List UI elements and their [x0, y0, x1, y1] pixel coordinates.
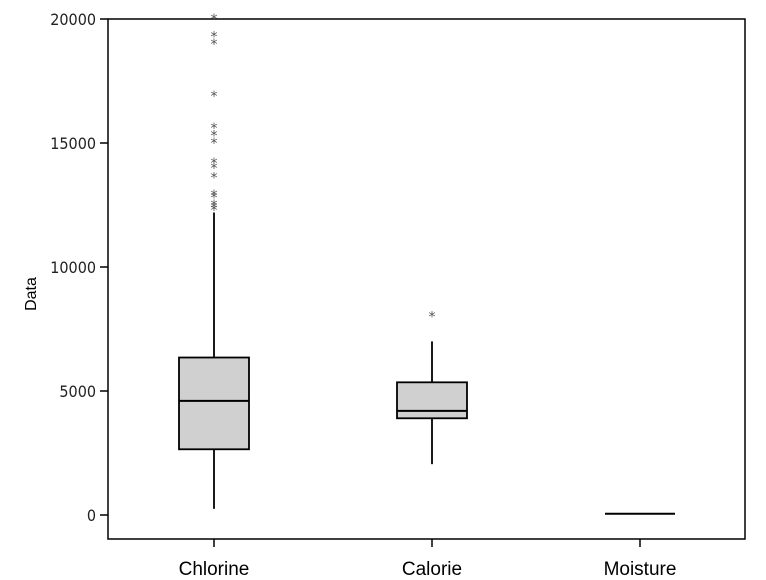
outlier-point: *: [211, 203, 218, 219]
x-tick-label-moisture: Moisture: [604, 559, 677, 580]
outlier-point: *: [211, 171, 218, 187]
x-tick-label-chlorine: Chlorine: [179, 559, 250, 580]
plot-frame: [107, 18, 746, 540]
outlier-point: *: [211, 136, 218, 152]
box-chlorine: ***************: [178, 12, 250, 509]
outlier-point: *: [211, 121, 218, 137]
y-tick-label: 10000: [50, 258, 96, 277]
iqr-box: [396, 381, 468, 420]
y-tick-label: 20000: [50, 10, 96, 29]
x-tick-label-calorie: Calorie: [402, 559, 462, 580]
outlier-point: *: [211, 12, 218, 28]
outlier-point: *: [211, 161, 218, 177]
y-tick-label: 0: [87, 506, 96, 525]
y-axis-title: Data: [23, 277, 40, 311]
outlier-point: *: [211, 198, 218, 214]
outlier-point: *: [211, 188, 218, 204]
iqr-box: [178, 356, 250, 451]
y-axis: 0 5000 10000 15000 20000: [50, 10, 108, 525]
outlier-point: *: [429, 310, 436, 326]
boxes-layer: ****************: [178, 12, 675, 515]
outlier-point: *: [211, 89, 218, 105]
x-axis: Chlorine Calorie Moisture: [179, 539, 677, 580]
outlier-point: *: [211, 29, 218, 45]
outlier-point: *: [211, 200, 218, 216]
outlier-point: *: [211, 37, 218, 53]
y-tick-label: 15000: [50, 134, 96, 153]
outlier-point: *: [211, 191, 218, 207]
box-calorie: *: [396, 310, 468, 465]
y-tick-label: 5000: [59, 382, 96, 401]
outlier-point: *: [211, 156, 218, 172]
outlier-point: *: [211, 129, 218, 145]
